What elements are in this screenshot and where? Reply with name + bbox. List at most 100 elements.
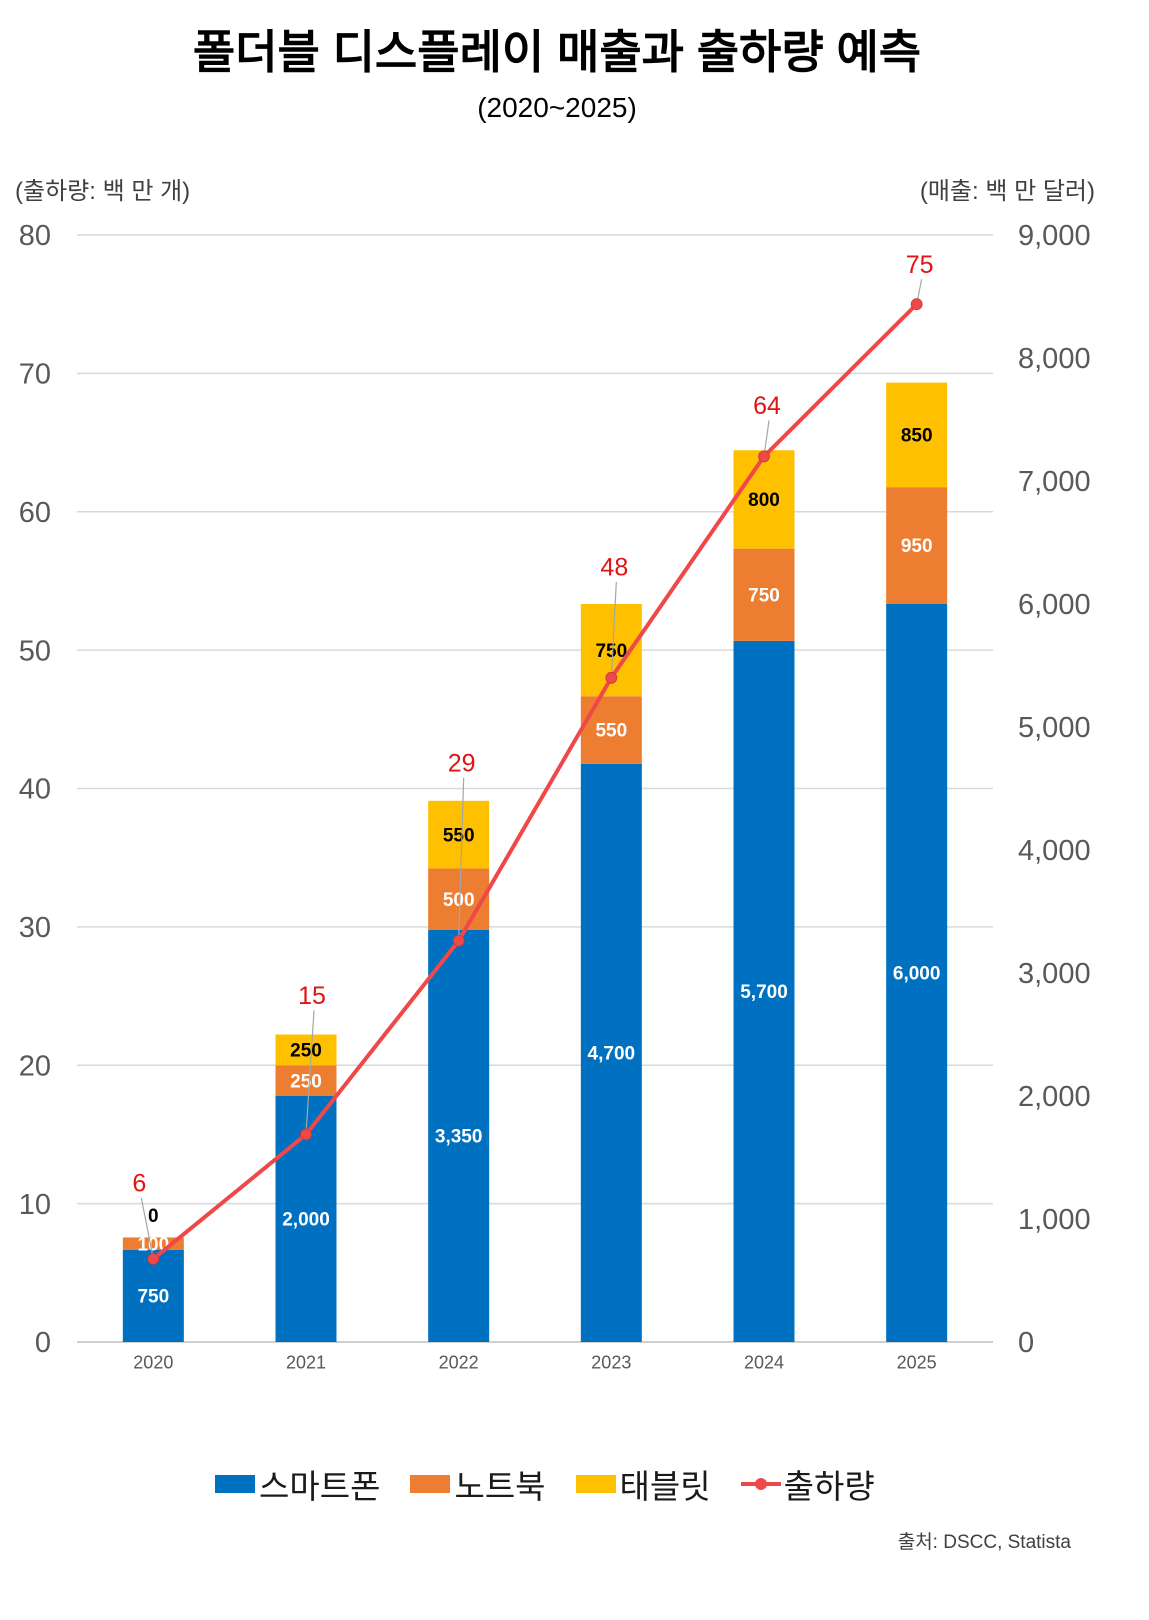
bar-smartphone-2024: [733, 640, 795, 1342]
shipments-point-2020: [147, 1253, 160, 1265]
shipments-point-2025: [910, 298, 923, 311]
y-right-tick-label: 2,000: [1018, 1081, 1091, 1113]
y-left-tick-label: 50: [19, 635, 51, 667]
data-label-smartphone-2025: 6,000: [893, 964, 941, 985]
shipments-point-2023: [605, 671, 618, 684]
x-tick-label: 2022: [439, 1352, 479, 1372]
leader-line-2020: [140, 1197, 154, 1260]
y-right-tick-label: 8,000: [1018, 343, 1091, 375]
stacked-bars: [122, 382, 948, 1342]
data-label-smartphone-2021: 2,000: [282, 1210, 330, 1231]
y-right-tick-label: 3,000: [1018, 958, 1091, 990]
shipments-line: [151, 302, 919, 1261]
gridlines: [77, 234, 993, 1343]
y-left-tick-label: 20: [19, 1050, 51, 1082]
leader-line-2021: [305, 1010, 315, 1135]
data-label-shipments-2025: 75: [906, 251, 934, 279]
data-label-tablet-2022: 550: [443, 825, 475, 846]
legend-item-smartphone: 스마트폰: [215, 1460, 380, 1508]
legend-label-smartphone: 스마트폰: [259, 1468, 381, 1505]
data-label-shipments-2023: 48: [600, 554, 628, 582]
y-left-tick-label: 80: [19, 220, 51, 252]
data-label-shipments-2022: 29: [448, 749, 476, 777]
y-left-tick-label: 70: [19, 359, 51, 391]
y-left-tick-label: 40: [19, 774, 51, 806]
y-right-tick-label: 0: [1018, 1327, 1034, 1359]
legend-item-laptop: 노트북: [410, 1460, 546, 1508]
chart-title: 폴더블 디스플레이 매출과 출하량 예측: [192, 26, 922, 78]
line-data-labels: 6 15 29 48 64 75: [132, 251, 933, 1198]
legend-item-tablet: 태블릿: [575, 1460, 711, 1508]
y-right-tick-label: 9,000: [1018, 220, 1091, 252]
data-label-tablet-2025: 850: [901, 426, 933, 447]
x-tick-label: 2025: [897, 1352, 937, 1372]
legend-swatch-smartphone: [215, 1475, 255, 1493]
data-label-laptop-2024: 750: [748, 585, 780, 606]
y-right-tick-label: 6,000: [1018, 589, 1091, 621]
bar-tablet-2021: [275, 1034, 337, 1066]
legend-item-shipments: 출하량: [740, 1460, 875, 1508]
data-label-smartphone-2022: 3,350: [435, 1127, 483, 1148]
legend-label-laptop: 노트북: [454, 1468, 546, 1505]
data-label-shipments-2020: 6: [132, 1170, 146, 1198]
data-label-smartphone-2023: 4,700: [588, 1044, 636, 1065]
shipments-point-2024: [758, 450, 770, 463]
data-label-smartphone-2024: 5,700: [740, 982, 788, 1003]
data-label-tablet-2020: 0: [148, 1206, 159, 1227]
x-tick-label: 2020: [133, 1352, 173, 1372]
x-tick-label: 2024: [744, 1352, 784, 1372]
leader-line-2024: [763, 420, 770, 457]
legend: 스마트폰 노트북 태블릿 출하량: [215, 1464, 875, 1505]
data-label-tablet-2024: 800: [748, 490, 780, 511]
legend-swatch-shipments: [740, 1475, 781, 1493]
legend-swatch-laptop: [410, 1475, 451, 1493]
line-label-leaders: [140, 279, 923, 1260]
source-note: 출처: DSCC, Statista: [897, 1532, 1071, 1553]
bar-smartphone-2020: [122, 1249, 184, 1342]
data-label-shipments-2021: 15: [298, 982, 326, 1010]
leader-line-2023: [610, 581, 617, 678]
bar-tablet-2024: [733, 450, 795, 549]
axis-tick-labels: 0102030405060708001,0002,0003,0004,0005,…: [19, 220, 1091, 1372]
x-tick-label: 2023: [591, 1352, 631, 1372]
bar-smartphone-2022: [428, 929, 490, 1342]
y-right-tick-label: 1,000: [1018, 1204, 1091, 1236]
legend-label-shipments: 출하량: [783, 1468, 875, 1505]
data-label-laptop-2023: 550: [595, 721, 627, 742]
leader-line-2022: [458, 777, 465, 941]
bar-laptop-2022: [428, 868, 490, 930]
y-right-axis-title: (매출: 백 만 달러): [919, 178, 1095, 205]
bar-laptop-2023: [580, 696, 642, 764]
data-label-laptop-2025: 950: [901, 536, 933, 557]
data-label-shipments-2024: 64: [753, 392, 781, 420]
data-label-tablet-2023: 750: [595, 641, 627, 662]
bar-laptop-2025: [886, 487, 948, 604]
y-right-tick-label: 4,000: [1018, 835, 1091, 867]
bar-smartphone-2023: [580, 763, 642, 1342]
y-right-tick-label: 5,000: [1018, 712, 1091, 744]
legend-label-tablet: 태블릿: [619, 1468, 711, 1505]
data-label-tablet-2021: 250: [290, 1041, 322, 1062]
chart-subtitle: (2020~2025): [477, 92, 637, 123]
shipments-point-2021: [300, 1128, 312, 1141]
bar-laptop-2024: [733, 548, 795, 641]
shipments-line-layer: [147, 298, 923, 1265]
y-right-tick-label: 7,000: [1018, 466, 1091, 498]
data-label-laptop-2021: 250: [290, 1071, 322, 1092]
bar-tablet-2022: [428, 800, 490, 869]
y-left-tick-label: 30: [19, 912, 51, 944]
y-left-axis-title: (출하량: 백 만 개): [15, 178, 191, 205]
y-left-tick-label: 10: [19, 1189, 51, 1221]
bar-tablet-2025: [886, 382, 948, 488]
data-label-smartphone-2020: 750: [137, 1287, 169, 1308]
y-left-tick-label: 0: [35, 1327, 51, 1359]
y-left-tick-label: 60: [19, 497, 51, 529]
legend-point-marker: [754, 1478, 767, 1490]
x-tick-label: 2021: [286, 1352, 326, 1372]
legend-swatch-tablet: [575, 1475, 616, 1493]
bar-smartphone-2025: [886, 604, 948, 1342]
bar-laptop-2021: [275, 1065, 337, 1096]
data-label-laptop-2022: 500: [443, 890, 475, 911]
